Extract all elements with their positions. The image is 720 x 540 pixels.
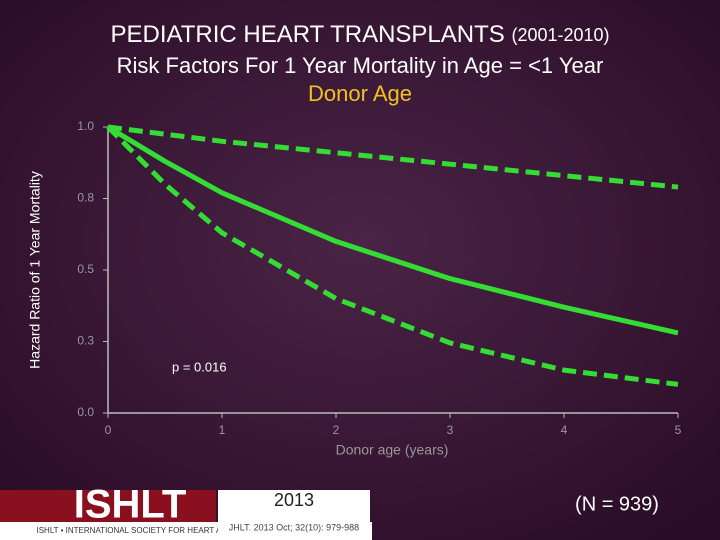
n-label: (N = 939) — [575, 493, 659, 515]
x-tick-label: 3 — [447, 423, 454, 437]
x-axis-label: Donor age (years) — [336, 442, 449, 458]
x-tick-label: 2 — [333, 423, 340, 437]
title-main: PEDIATRIC HEART TRANSPLANTS — [110, 21, 504, 48]
y-axis-label: Hazard Ratio of 1 Year Mortality — [27, 171, 43, 369]
y-tick-label: 1.0 — [77, 119, 94, 133]
logo: ISHLT — [74, 483, 187, 527]
x-tick-label: 1 — [219, 423, 226, 437]
year: 2013 — [274, 490, 314, 510]
y-tick-label: 0.0 — [77, 405, 94, 419]
subtitle: Risk Factors For 1 Year Mortality in Age… — [117, 53, 604, 78]
x-tick-label: 4 — [561, 423, 568, 437]
y-tick-label: 0.5 — [77, 262, 94, 276]
y-tick-label: 0.8 — [77, 191, 94, 205]
series-line — [106, 125, 679, 387]
y-tick-label: 0.3 — [77, 334, 94, 348]
series-line — [106, 124, 679, 336]
title-suffix: (2001-2010) — [511, 25, 609, 45]
society: ISHLT • INTERNATIONAL SOCIETY FOR HEART … — [36, 526, 335, 535]
subtitle-highlight: Donor Age — [308, 81, 412, 106]
chart-title: PEDIATRIC HEART TRANSPLANTS (2001-2010) — [110, 21, 609, 48]
citation-box — [218, 490, 370, 540]
logo-bar — [0, 490, 216, 522]
annotation: p = 0.016 — [172, 359, 227, 374]
x-tick-label: 0 — [105, 423, 112, 437]
citation: JHLT. 2013 Oct; 32(10): 979-988 — [229, 522, 359, 532]
x-tick-label: 5 — [675, 423, 682, 437]
